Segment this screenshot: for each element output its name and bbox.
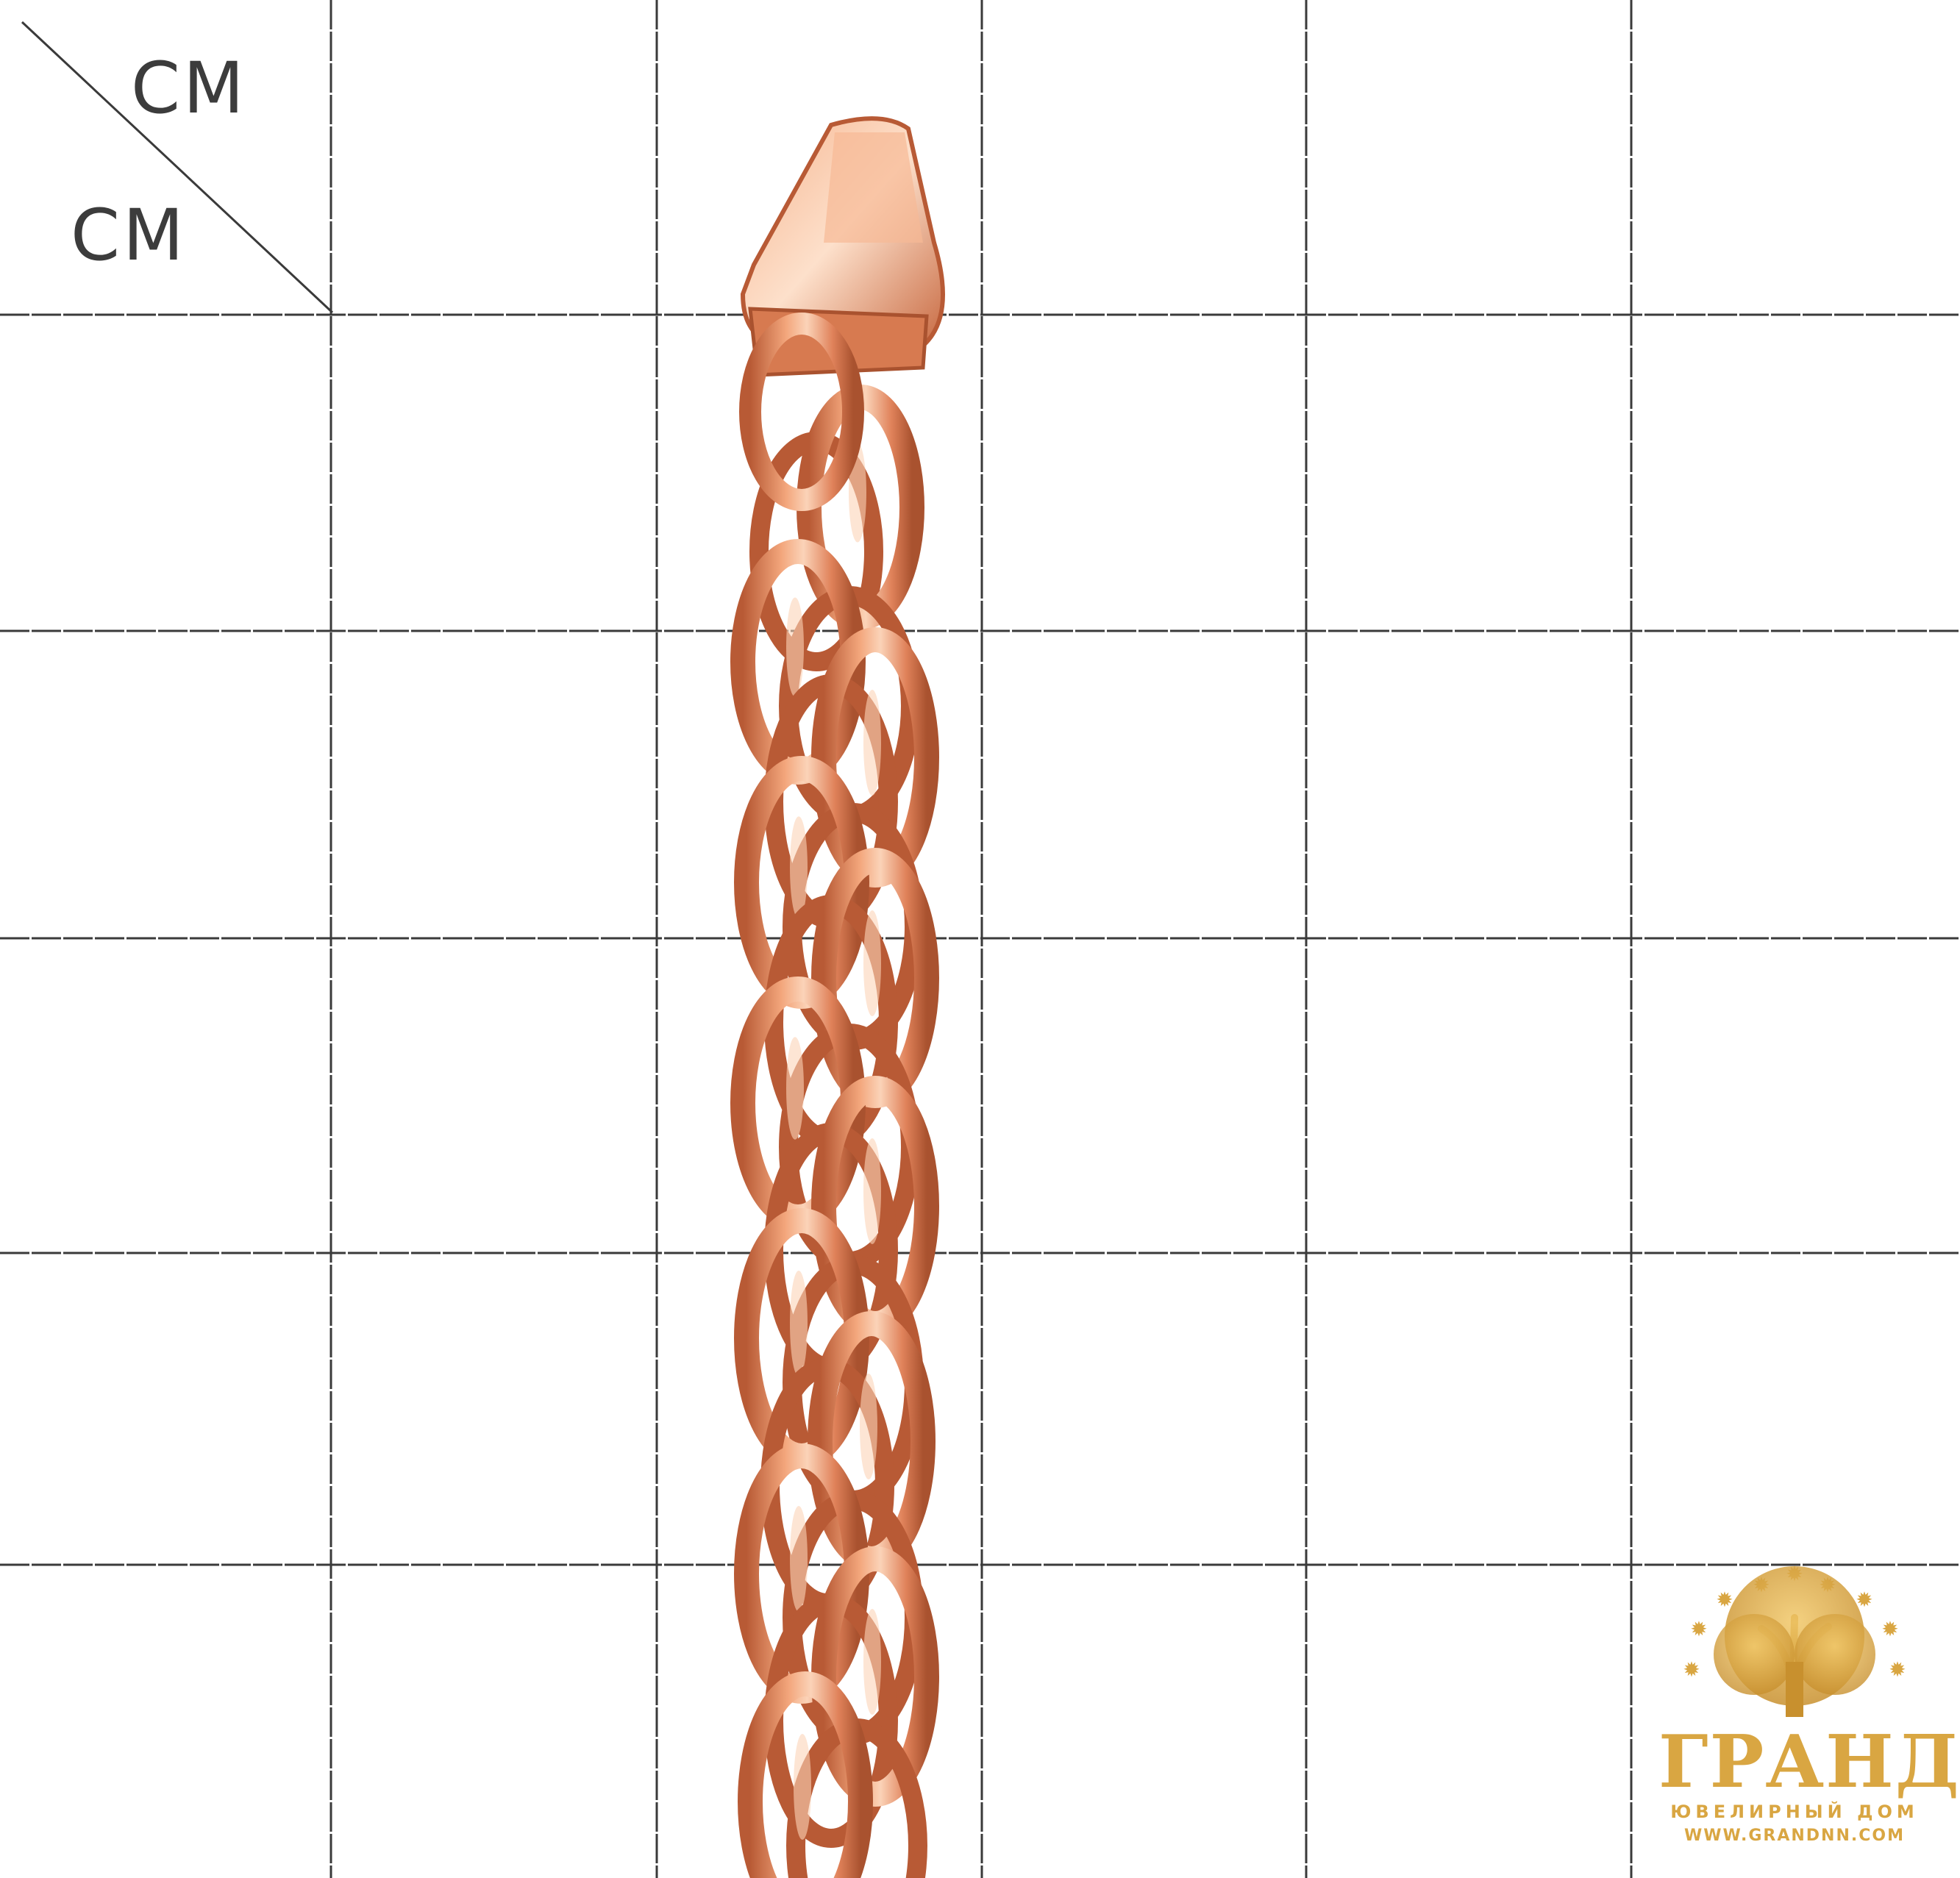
chain-link-highlight (794, 1734, 811, 1840)
brand-url: WWW.GRANDNN.COM (1684, 1827, 1905, 1845)
logo-star-icon: ✹ (1889, 1657, 1906, 1682)
unit-label-x: CM (131, 47, 247, 129)
chain-link-highlight (786, 1037, 804, 1140)
logo-star-icon: ✹ (1881, 1617, 1898, 1641)
logo-star-icon: ✹ (1683, 1657, 1700, 1682)
brand-name: ГРАНД (1658, 1720, 1960, 1804)
logo-star-icon: ✹ (1716, 1588, 1733, 1612)
chain-link-highlight (863, 1609, 881, 1715)
chain-clasp (739, 116, 945, 511)
chain-link (738, 1671, 873, 1878)
chain-link-highlight (863, 1138, 881, 1244)
chain-link-highlight (790, 1271, 808, 1377)
chain-link-highlight (863, 690, 881, 796)
logo-star-icon: ✹ (1856, 1588, 1872, 1612)
chain-link-highlight (790, 1506, 808, 1612)
brand-subtitle: ЮВЕЛИРНЫЙ ДОМ (1670, 1802, 1919, 1822)
brand-logo-tree-icon: ✹✹✹✹✹✹✹✹✹ (1683, 1562, 1906, 1717)
logo-star-icon: ✹ (1690, 1617, 1707, 1641)
chain-link-highlight (863, 910, 881, 1016)
chain-link-highlight (786, 597, 804, 697)
rose-gold-chain (730, 385, 939, 1878)
unit-label-y: CM (71, 194, 187, 276)
chain-link-highlight (860, 1374, 877, 1479)
chain-link (811, 627, 939, 888)
corner-diagonal (21, 21, 334, 314)
chain-link-highlight (790, 816, 808, 919)
